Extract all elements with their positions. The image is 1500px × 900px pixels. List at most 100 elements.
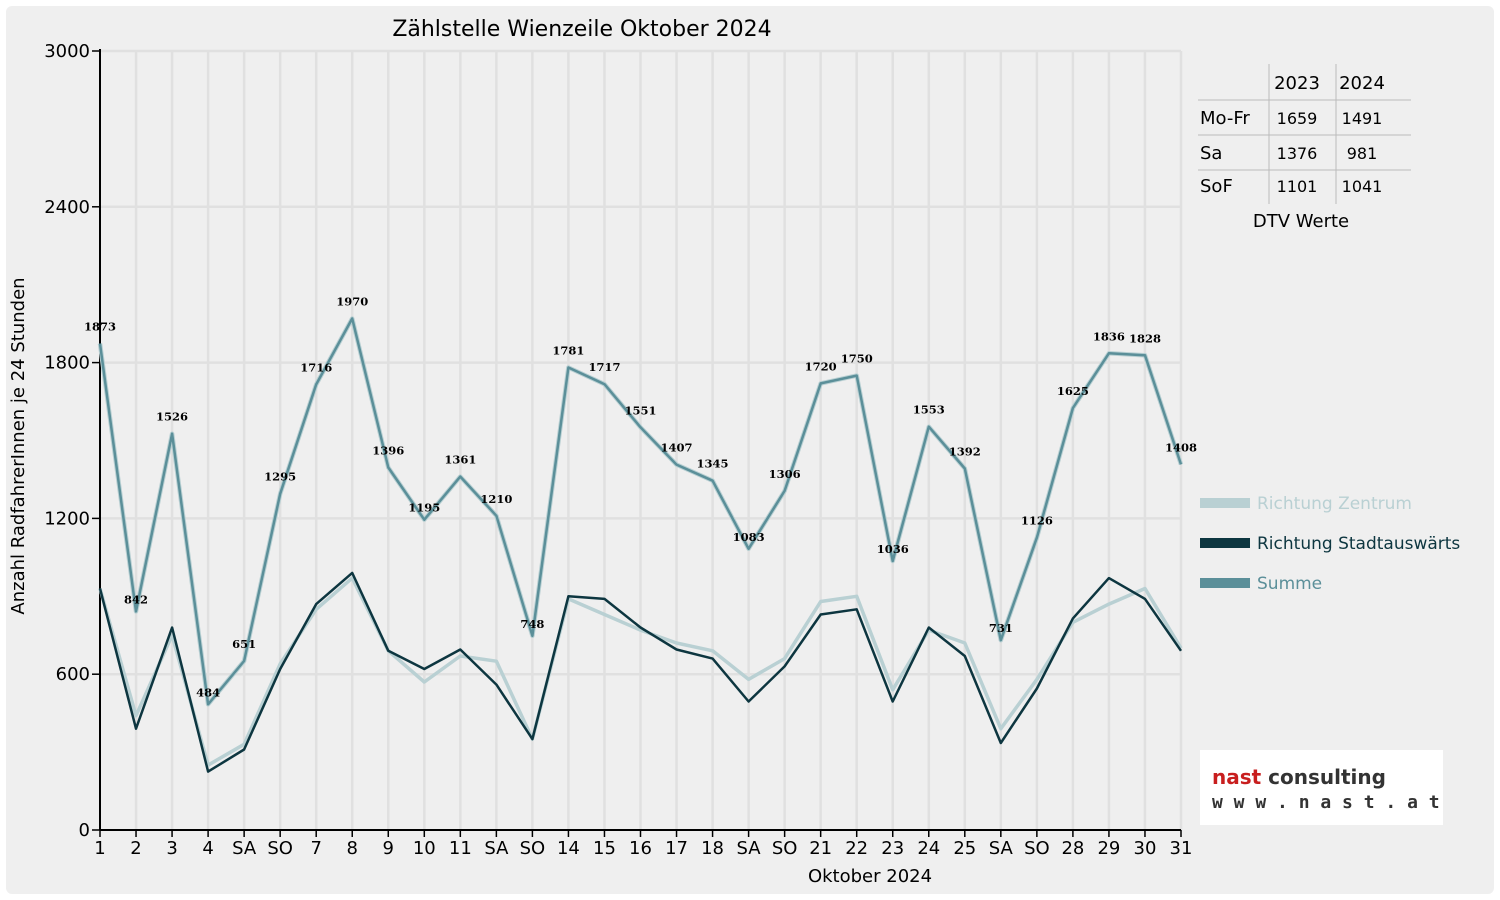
dtv-col-2023: 2023: [1274, 73, 1320, 94]
chart-title: Zählstelle Wienzeile Oktober 2024: [392, 17, 771, 42]
x-tick-label: 10: [413, 838, 436, 859]
x-tick-label: 17: [665, 838, 688, 859]
logo-word-nast: nast: [1212, 765, 1262, 789]
data-label: 1836: [1093, 329, 1125, 343]
x-tick-label: SO: [1024, 838, 1050, 859]
y-tick-label: 0: [79, 820, 90, 841]
x-tick-label: 25: [953, 838, 976, 859]
x-tick-label: SA: [484, 838, 509, 859]
y-tick-label: 1200: [44, 508, 90, 529]
data-label: 651: [232, 637, 256, 651]
x-tick-label: 9: [383, 838, 394, 859]
data-label: 1970: [336, 294, 368, 308]
x-tick-label: 18: [701, 838, 724, 859]
data-label: 1195: [408, 501, 440, 515]
chart-frame: Zählstelle Wienzeile Oktober 2024 0 600 12…: [6, 6, 1494, 894]
data-label: 1361: [444, 453, 476, 467]
x-tick-label: 11: [449, 838, 472, 859]
x-axis-label: Oktober 2024: [808, 866, 932, 887]
y-tick-label: 3000: [44, 41, 90, 62]
data-label: 1083: [733, 530, 765, 544]
data-label: 842: [124, 592, 148, 606]
x-tick-label: SO: [267, 838, 293, 859]
data-label: 484: [196, 685, 220, 699]
logo-box: [1200, 750, 1443, 825]
data-label: 1306: [769, 467, 801, 481]
data-label: 1210: [480, 492, 512, 506]
series-line-0: [98, 576, 1183, 767]
data-label: 1345: [697, 457, 729, 471]
data-label: 1551: [624, 403, 656, 417]
x-tick-label: 29: [1097, 838, 1120, 859]
data-label: 1126: [1021, 514, 1053, 528]
x-tick-label: 2: [130, 838, 141, 859]
x-tick-label: 1: [94, 838, 105, 859]
dtv-cell: 1491: [1342, 109, 1383, 128]
legend-swatch: [1200, 498, 1250, 508]
dtv-table: 2023 2024 Mo-Fr 1659 1491 Sa 1376 981 So…: [1198, 64, 1411, 232]
legend-label: Richtung Stadtauswärts: [1257, 534, 1460, 554]
data-label: 1407: [661, 441, 693, 455]
logo-word-consulting: consulting: [1261, 765, 1386, 789]
x-tick-label: 28: [1061, 838, 1084, 859]
dtv-cell: 1376: [1277, 144, 1318, 163]
x-tick-label: SA: [989, 838, 1014, 859]
x-tick-label: 15: [593, 838, 616, 859]
x-tick-label: SO: [520, 838, 546, 859]
data-label: 1750: [841, 352, 873, 366]
data-label: 1720: [805, 359, 837, 373]
data-label: 1625: [1057, 384, 1089, 398]
dtv-caption: DTV Werte: [1253, 211, 1349, 232]
x-tick-label: 7: [310, 838, 321, 859]
x-tick-label: 30: [1134, 838, 1157, 859]
x-tick-label: 31: [1170, 838, 1193, 859]
logo-text: nast consulting: [1212, 765, 1386, 789]
x-tick-label: 21: [809, 838, 832, 859]
data-label: 1408: [1165, 440, 1197, 454]
dtv-row-label: SoF: [1200, 176, 1233, 197]
x-tick-label: 3: [166, 838, 177, 859]
series-line-1: [98, 571, 1183, 773]
x-tick-label: SA: [232, 838, 257, 859]
data-label: 1295: [264, 470, 296, 484]
data-label: 748: [520, 617, 544, 631]
dtv-col-2024: 2024: [1339, 73, 1385, 94]
x-tick-label: 14: [557, 838, 580, 859]
series-line-2: [98, 317, 1183, 706]
data-label: 1716: [300, 360, 332, 374]
legend-label: Richtung Zentrum: [1257, 494, 1412, 514]
data-label: 1781: [552, 344, 584, 358]
x-tick-label: 22: [845, 838, 868, 859]
data-label: 1526: [156, 410, 188, 424]
data-label: 1392: [949, 445, 981, 459]
x-tick-label: 4: [202, 838, 213, 859]
data-label: 1828: [1129, 331, 1161, 345]
legend-swatch: [1200, 578, 1250, 588]
data-label: 1396: [372, 444, 404, 458]
logo: nast consulting w w w . n a s t . a t: [1200, 750, 1443, 825]
logo-url: w w w . n a s t . a t: [1212, 792, 1440, 813]
data-label: 731: [989, 621, 1013, 635]
dtv-cell: 1659: [1277, 109, 1318, 128]
dtv-row-label: Mo-Fr: [1200, 108, 1250, 129]
x-tick-label: SA: [737, 838, 762, 859]
data-label: 1553: [913, 403, 945, 417]
dtv-cell: 1101: [1277, 177, 1318, 196]
x-tick-label: 23: [881, 838, 904, 859]
x-tick-label: 8: [347, 838, 358, 859]
chart-svg: Zählstelle Wienzeile Oktober 2024 060012…: [8, 17, 1460, 887]
x-tick-label: 24: [917, 838, 940, 859]
y-tick-label: 2400: [44, 197, 90, 218]
data-label: 1717: [588, 360, 620, 374]
dtv-cell: 1041: [1342, 177, 1383, 196]
dtv-cell: 981: [1347, 144, 1378, 163]
legend-label: Summe: [1257, 574, 1322, 594]
x-tick-label: SO: [772, 838, 798, 859]
data-label: 1036: [877, 542, 909, 556]
legend-swatch: [1200, 538, 1250, 548]
x-tick-label: 16: [629, 838, 652, 859]
y-axis-label: Anzahl RadfahrerInnen je 24 Stunden: [8, 277, 29, 614]
y-tick-label: 600: [56, 664, 90, 685]
dtv-row-label: Sa: [1200, 143, 1222, 164]
